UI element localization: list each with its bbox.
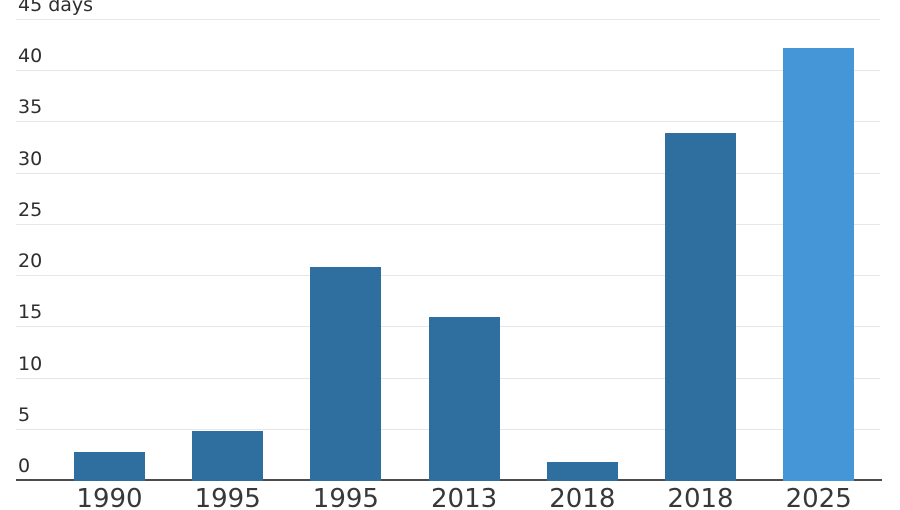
bar-2025-6 <box>783 47 855 481</box>
y-tick-label: 15 <box>18 301 43 324</box>
x-tick-label: 1990 <box>76 484 143 510</box>
x-tick-label: 2018 <box>549 484 616 510</box>
bar-2018-5 <box>665 132 736 481</box>
bar-1990-0 <box>74 452 145 481</box>
gridline <box>16 121 880 123</box>
x-tick-label: 1995 <box>312 484 379 510</box>
bar-2013-3 <box>428 317 500 481</box>
y-tick-label: 35 <box>18 96 43 119</box>
x-tick-label: 2013 <box>431 484 498 510</box>
y-tick-label: 40 <box>18 45 43 68</box>
bar-1995-2 <box>310 266 382 481</box>
plot-area: 0 5 10 15 20 25 30 35 40 45 days <box>16 0 882 481</box>
y-tick-label: 0 <box>18 455 31 477</box>
y-tick-label: 10 <box>18 352 43 375</box>
gridline <box>16 223 880 225</box>
x-tick-label: 1995 <box>194 484 261 510</box>
x-tick-label: 2018 <box>667 484 734 510</box>
gridline <box>16 172 880 174</box>
gridline <box>16 275 880 277</box>
bar-2018-4 <box>546 461 618 481</box>
y-tick-label: 25 <box>18 198 43 221</box>
y-tick-label: 30 <box>18 147 43 170</box>
y-tick-label: 5 <box>18 403 31 426</box>
x-tick-label: 2025 <box>785 484 852 510</box>
gridline <box>16 70 880 72</box>
y-tick-label: 20 <box>18 250 43 273</box>
bar-1995-1 <box>192 430 264 481</box>
gridline <box>16 19 880 20</box>
y-tick-label: 45 days <box>18 0 94 16</box>
